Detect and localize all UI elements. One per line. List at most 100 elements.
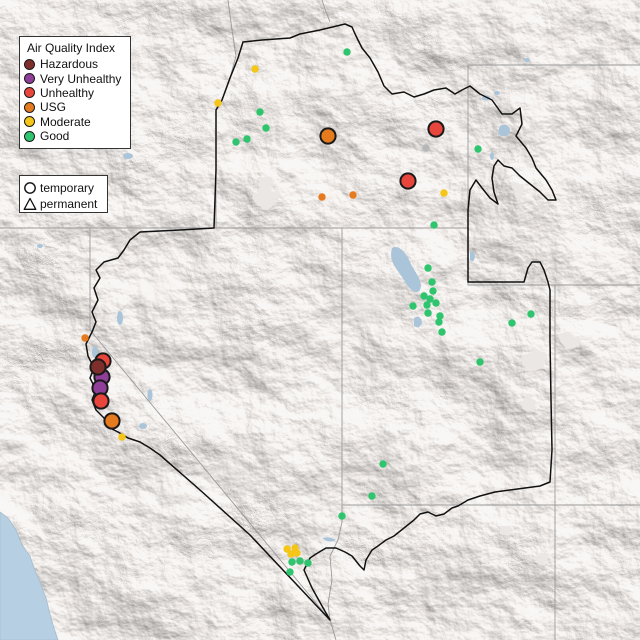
lake bbox=[147, 389, 153, 401]
aqi-monitor-marker[interactable] bbox=[427, 120, 445, 138]
aqi-monitor-marker[interactable] bbox=[304, 559, 312, 567]
lake bbox=[524, 58, 530, 62]
lakes bbox=[37, 58, 530, 542]
aqi-monitor-marker[interactable] bbox=[349, 191, 357, 199]
legend-title: Air Quality Index bbox=[27, 41, 116, 55]
aqi-monitor-marker[interactable] bbox=[243, 135, 251, 143]
legend-item-hazardous: Hazardous bbox=[20, 57, 130, 71]
aqi-monitor-marker[interactable] bbox=[424, 264, 432, 272]
triangle-icon bbox=[23, 197, 37, 210]
legend-item-unhealthy: Unhealthy bbox=[20, 86, 130, 100]
legend-item-good: Good bbox=[20, 129, 130, 143]
legend-item-label: Very Unhealthy bbox=[40, 71, 122, 86]
salt-flat bbox=[140, 280, 176, 300]
lake bbox=[322, 537, 336, 542]
legend-item-label: USG bbox=[40, 100, 67, 115]
aqi-monitor-marker[interactable] bbox=[420, 292, 428, 300]
aqi-monitor-marker[interactable] bbox=[288, 558, 296, 566]
aqi-monitor-marker[interactable] bbox=[440, 189, 448, 197]
aqi-monitor-marker[interactable] bbox=[409, 302, 417, 310]
unhealthy-swatch-icon bbox=[24, 87, 35, 99]
aqi-monitor-marker[interactable] bbox=[426, 295, 434, 303]
aqi-monitor-marker[interactable] bbox=[476, 358, 484, 366]
aqi-monitor-marker[interactable] bbox=[527, 310, 535, 318]
lake bbox=[498, 124, 510, 137]
aqi-monitor-marker[interactable] bbox=[435, 318, 443, 326]
aqi-monitor-marker[interactable] bbox=[293, 549, 301, 557]
lake bbox=[139, 423, 147, 429]
very-unhealthy-swatch-icon bbox=[24, 73, 35, 85]
aqi-monitor-marker[interactable] bbox=[81, 334, 89, 342]
salt-flat bbox=[346, 282, 398, 318]
legend-item-label: permanent bbox=[40, 197, 98, 211]
state-border bbox=[89, 228, 337, 640]
lake bbox=[123, 153, 133, 159]
aqi-monitor-marker[interactable] bbox=[251, 65, 259, 73]
aqi-monitor-marker[interactable] bbox=[379, 460, 387, 468]
aqi-monitor-marker[interactable] bbox=[436, 312, 444, 320]
lake bbox=[494, 91, 500, 95]
state-border bbox=[467, 65, 640, 286]
aqi-legend: Air Quality Index Hazardous Very Unhealt… bbox=[19, 36, 131, 149]
aqi-monitor-marker[interactable] bbox=[368, 492, 376, 500]
aqi-monitor-marker[interactable] bbox=[338, 512, 346, 520]
legend-item-temporary: temporary bbox=[20, 180, 107, 196]
aqi-monitor-marker[interactable] bbox=[430, 221, 438, 229]
aqi-monitor-marker[interactable] bbox=[92, 392, 110, 410]
legend-item-label: Good bbox=[40, 129, 70, 144]
monitor-type-legend: temporary permanent bbox=[19, 175, 108, 213]
aqi-monitor-marker[interactable] bbox=[262, 124, 270, 132]
good-swatch-icon bbox=[24, 130, 35, 142]
circle-icon bbox=[24, 182, 36, 194]
aqi-monitor-marker[interactable] bbox=[256, 108, 264, 116]
aqi-monitor-marker[interactable] bbox=[319, 127, 337, 145]
aqi-monitor-marker[interactable] bbox=[318, 193, 326, 201]
circle-icon-shape bbox=[24, 182, 36, 194]
aqi-monitor-marker[interactable] bbox=[438, 328, 446, 336]
aqi-monitor-marker[interactable] bbox=[424, 309, 432, 317]
aqi-monitor-marker[interactable] bbox=[474, 145, 482, 153]
ocean bbox=[0, 511, 59, 640]
aqi-monitor-marker[interactable] bbox=[429, 287, 437, 295]
legend-item-usg: USG bbox=[20, 100, 130, 114]
aqi-monitor-marker[interactable] bbox=[508, 319, 516, 327]
aqi-monitor-marker[interactable] bbox=[232, 138, 240, 146]
aqi-monitor-marker[interactable] bbox=[286, 568, 294, 576]
aqi-monitor-marker[interactable] bbox=[428, 278, 436, 286]
monitor-markers bbox=[81, 48, 535, 576]
lake bbox=[117, 311, 123, 325]
aqi-monitor-marker[interactable] bbox=[296, 557, 304, 565]
aqi-monitor-marker[interactable] bbox=[423, 301, 431, 309]
salt-flat bbox=[216, 460, 244, 480]
aqi-monitor-marker[interactable] bbox=[89, 358, 107, 376]
aqi-monitor-marker[interactable] bbox=[422, 144, 430, 152]
legend-item-label: Hazardous bbox=[40, 57, 99, 72]
lake bbox=[37, 244, 43, 248]
salt-flats bbox=[140, 280, 398, 480]
aqi-monitor-marker[interactable] bbox=[399, 172, 417, 190]
legend-item-permanent: permanent bbox=[20, 196, 107, 212]
hazardous-swatch-icon bbox=[24, 58, 35, 70]
state-border bbox=[321, 0, 331, 23]
legend-item-moderate: Moderate bbox=[20, 115, 130, 129]
legend-item-label: Moderate bbox=[40, 114, 91, 129]
aqi-monitor-marker[interactable] bbox=[103, 412, 121, 430]
lake bbox=[470, 251, 475, 262]
legend-item-label: Unhealthy bbox=[40, 85, 95, 100]
aqi-monitor-marker[interactable] bbox=[287, 550, 295, 558]
aqi-monitor-marker[interactable] bbox=[343, 48, 351, 56]
aqi-monitor-marker[interactable] bbox=[283, 545, 291, 553]
legend-item-very-unhealthy: Very Unhealthy bbox=[20, 71, 130, 86]
aqi-monitor-marker[interactable] bbox=[118, 433, 126, 441]
usg-swatch-icon bbox=[24, 101, 35, 113]
aqi-monitor-marker[interactable] bbox=[432, 299, 440, 307]
state-border bbox=[327, 228, 343, 621]
lake bbox=[490, 152, 494, 160]
moderate-swatch-icon bbox=[24, 116, 35, 128]
legend-item-label: temporary bbox=[40, 181, 95, 195]
lake bbox=[414, 316, 422, 328]
aqi-monitor-marker[interactable] bbox=[214, 99, 222, 107]
lake bbox=[391, 246, 421, 293]
triangle-icon-shape bbox=[23, 197, 37, 210]
